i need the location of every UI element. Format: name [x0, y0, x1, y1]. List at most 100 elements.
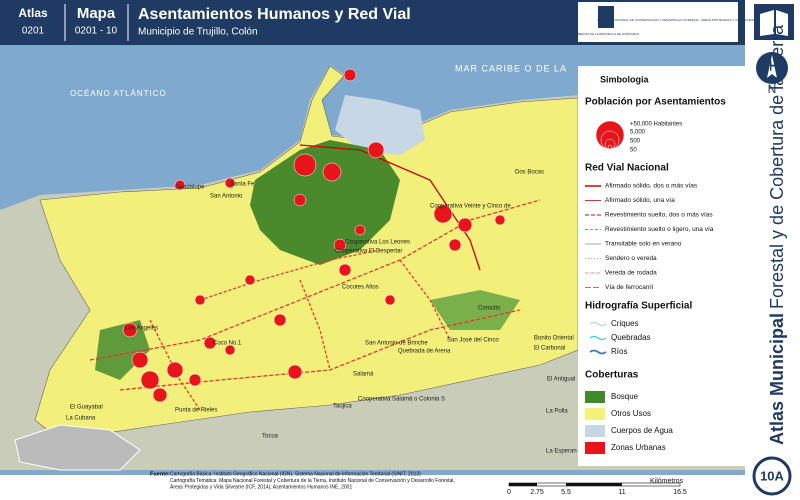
map-subtitle: Municipio de Trujillo, Colón: [138, 27, 258, 38]
settlement: [122, 322, 138, 338]
logo-text: GOBIERNO DE LA REPÚBLICA DE HONDURAS: [573, 31, 639, 36]
sea-label: MAR CARIBE O DE LA: [455, 63, 567, 73]
place-label: El Guayabal: [70, 405, 103, 411]
roads: [89, 144, 541, 411]
settlement: [338, 263, 352, 277]
settlement: [131, 351, 149, 369]
legend-item: Vereda de rodada: [605, 270, 657, 277]
legend-item: Bosque: [611, 392, 639, 401]
settlement: [188, 373, 202, 387]
place-label: El Carbonal: [534, 346, 565, 352]
legend-symbol: [585, 425, 605, 437]
place-label: San José del Cinco: [447, 338, 499, 344]
legend-heading: Población por Asentamientos: [585, 97, 726, 108]
place-label: Dos Bocas: [515, 170, 544, 176]
source-line: Cartografía Temática: Mapa Nacional Fore…: [170, 478, 455, 484]
settlement: [457, 217, 473, 233]
legend-item: Ríos: [611, 347, 627, 356]
road: [299, 279, 331, 371]
atlas-code: 0201: [22, 26, 45, 37]
road: [149, 319, 201, 411]
legend-item: 500: [630, 139, 641, 145]
settlement: [367, 141, 385, 159]
place-label: Cooperativa Los Leones: [345, 240, 410, 246]
inset-map: [14, 424, 141, 471]
settlement: [293, 193, 307, 207]
settlement: [273, 313, 287, 327]
map-title: Asentamientos Humanos y Red Vial: [138, 6, 411, 23]
scale-label: 5.5: [561, 489, 571, 496]
sea-label: OCÉANO ATLÁNTICO: [70, 89, 167, 98]
place-label: La Polla: [546, 409, 568, 415]
settlement: [140, 370, 160, 390]
legend-symbol: [589, 349, 607, 355]
legend-item: Quebradas: [611, 333, 651, 342]
settlement: [194, 294, 206, 306]
legend-symbol: [589, 335, 607, 341]
scale-label: 11: [618, 489, 625, 496]
place-label: La Cubana: [66, 416, 96, 422]
legend-symbol: [585, 408, 605, 420]
settlement: [433, 204, 453, 224]
settlement: [166, 361, 184, 379]
legend-item: Transitable solo en verano: [605, 241, 682, 248]
settlement: [333, 238, 347, 252]
place-label: El Antigual: [547, 377, 575, 383]
settlement: [244, 274, 256, 286]
legend-item: Sendero o vereda: [605, 255, 657, 262]
lagoon: [335, 95, 425, 155]
scale-label: 2.75: [530, 489, 544, 496]
legend-item: Otros Usos: [611, 409, 651, 418]
series-title-bold: Atlas Municipal: [767, 313, 787, 445]
legend-item: Afirmado sólido, una vía: [605, 197, 675, 204]
settlement: [224, 344, 236, 356]
scale-label: 16.5: [673, 489, 687, 496]
legend-symbol: [585, 442, 605, 454]
legend-item: Revestimiento suelto o ligero, una vía: [605, 226, 714, 233]
road: [299, 144, 481, 271]
settlements: [122, 68, 506, 403]
place-label: Salamá: [353, 372, 374, 378]
settlement: [224, 177, 236, 189]
scale-seg: [509, 483, 537, 486]
forest: [95, 320, 150, 380]
source-line: Áreas Protegidas y Vida Silvestre (ICF, …: [170, 483, 352, 490]
settlement: [494, 214, 506, 226]
place-label: La Esperan: [546, 449, 577, 455]
map-code: 0201 - 10: [75, 26, 118, 37]
book-icon: [760, 10, 788, 36]
legend-item: +50,000 Habitantes: [630, 122, 682, 128]
place-label: Guadalupe: [175, 185, 205, 191]
legend-heading: Red Vial Nacional: [585, 163, 669, 174]
place-label: Cooperativa Veinte y Cinco de: [430, 204, 511, 210]
place-label: San Antonio de Brinche: [365, 341, 428, 347]
scale-label: 0: [507, 489, 511, 496]
legend-item: Afirmado sólido, dos o más vías: [605, 183, 698, 190]
source-line: Cartografía Básica: Instituto Geográfico…: [170, 471, 421, 477]
place-label: Bonito Oriental: [534, 336, 574, 342]
source-label: Fuente:: [150, 471, 170, 477]
legend-item: Vía de ferrocarril: [605, 284, 654, 291]
atlas-label: Atlas: [18, 6, 48, 20]
legend-symbol: [589, 322, 607, 326]
settlement: [287, 364, 303, 380]
settlement: [322, 162, 342, 182]
legend-item: 5,000: [630, 130, 646, 136]
logo-emblem: [598, 6, 614, 28]
settlement: [293, 153, 317, 177]
place-label: Cooperativa Salamá o Colonia S: [358, 397, 445, 403]
place-label: Tocoa: [262, 434, 279, 440]
legend-item: Revestimiento suelto, dos o más vías: [605, 212, 713, 219]
legend-heading: Hidrografía Superficial: [585, 301, 692, 312]
legend-symbol: [585, 391, 605, 403]
legend-title: Simbología: [600, 74, 649, 84]
legend-item: Cuerpos de Agua: [611, 426, 673, 435]
north-arrow: [767, 55, 777, 78]
settlement: [343, 68, 357, 82]
page-number: 10A: [760, 468, 784, 483]
settlement: [174, 179, 186, 191]
place-label: San Antonio: [210, 194, 243, 200]
place-label: Cooperativa El Despertar: [335, 249, 402, 255]
legend-item: Criques: [611, 319, 639, 328]
